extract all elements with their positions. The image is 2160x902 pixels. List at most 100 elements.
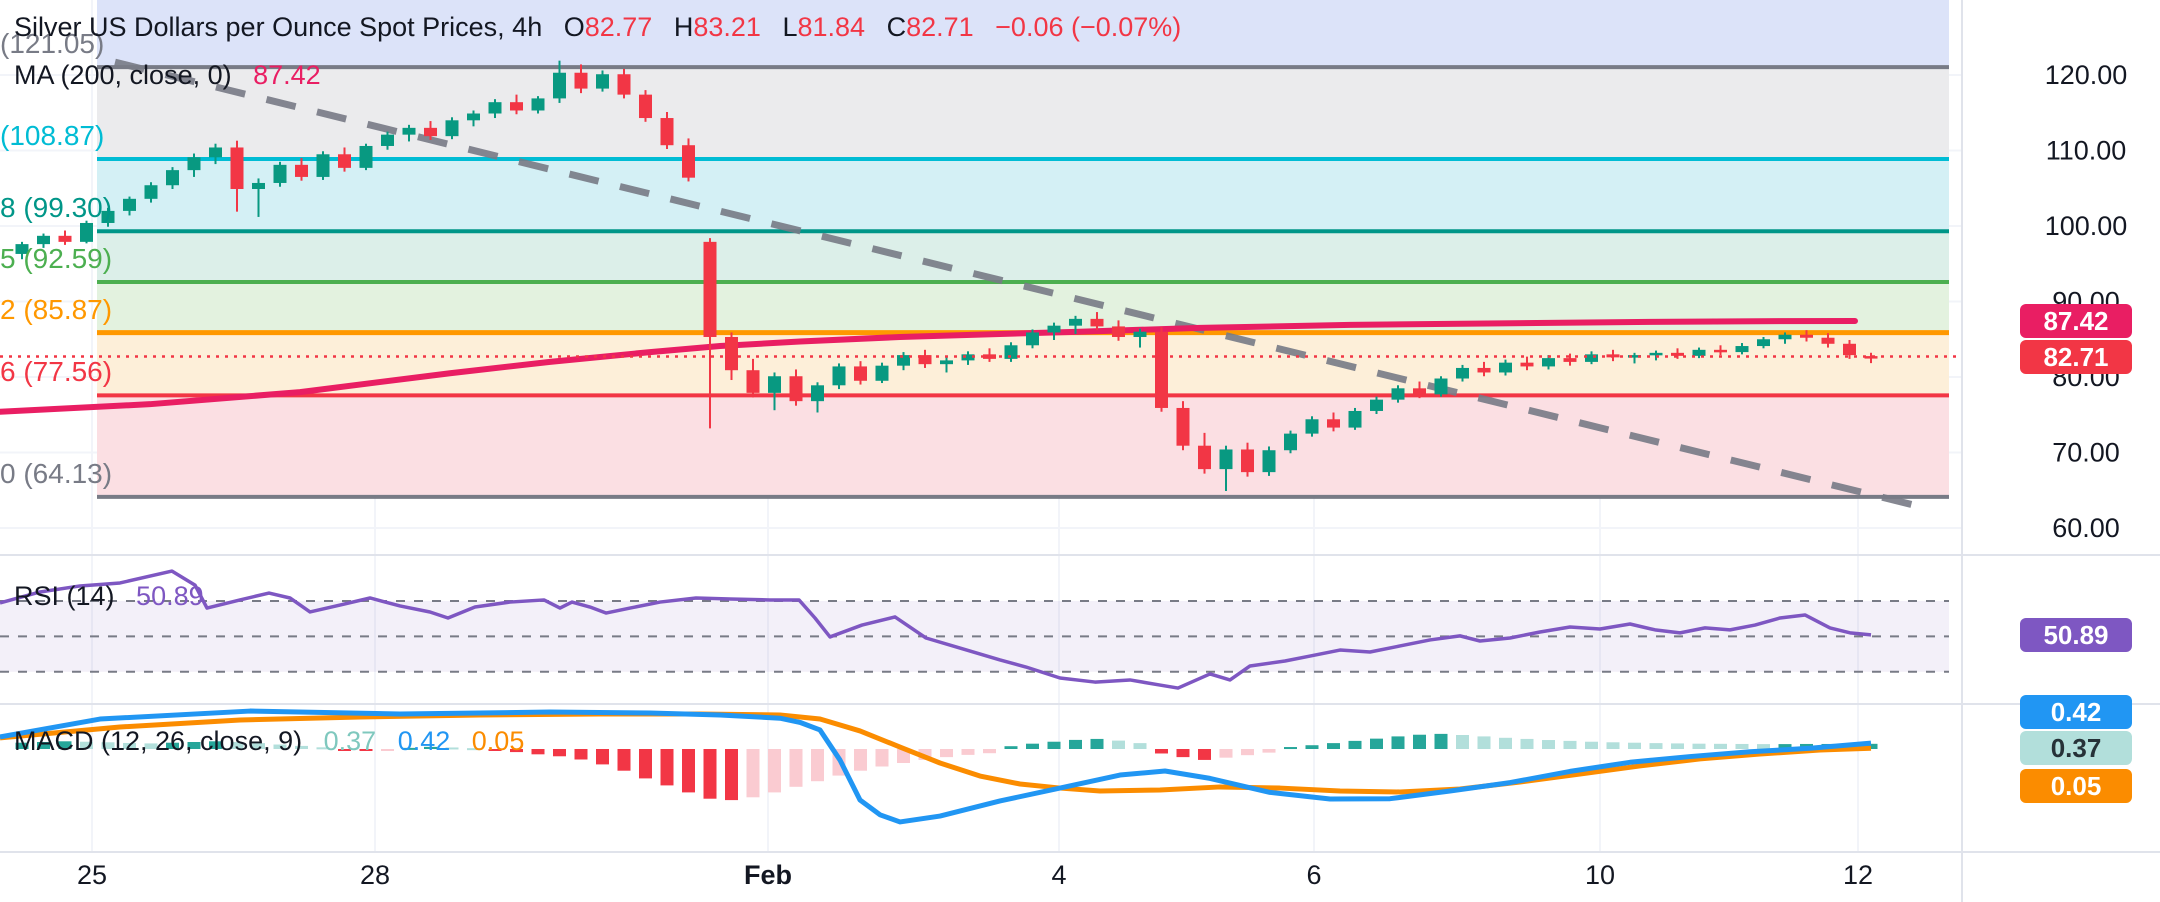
macd-hist-bar — [1241, 749, 1254, 756]
macd-hist-bar — [1348, 740, 1362, 749]
macd-hist-bar — [166, 742, 179, 749]
price-tick-label: 120.00 — [2045, 60, 2128, 90]
macd-hist-bar — [660, 749, 674, 786]
macd-hist-bar — [1413, 734, 1426, 749]
low-value: 81.84 — [797, 12, 866, 42]
macd-hist-bar — [1456, 735, 1469, 749]
macd-hist-bar — [617, 749, 631, 771]
fib-level-label: 6 (77.56) — [0, 356, 113, 388]
price-tick-label: 60.00 — [2052, 513, 2120, 543]
candle — [316, 154, 330, 177]
symbol-title: Silver US Dollars per Ounce Spot Prices,… — [14, 12, 543, 42]
candle — [660, 118, 674, 146]
macd-hist-bar — [1864, 743, 1878, 749]
candle — [789, 376, 803, 402]
candle — [596, 74, 609, 89]
macd-hist-bar — [811, 749, 824, 782]
candle — [1305, 419, 1319, 434]
candle — [918, 355, 932, 365]
candle — [553, 72, 566, 99]
fib-level-label: 2 (85.87) — [0, 293, 113, 325]
price-tick-label: 100.00 — [2045, 211, 2128, 241]
candle — [424, 127, 437, 137]
fib-band — [97, 395, 1949, 497]
macd-hist-bar — [1735, 743, 1749, 749]
macd-hist-bar — [467, 748, 480, 751]
macd-hist-bar — [1499, 737, 1512, 749]
rsi-badge: 50.89 — [2020, 617, 2132, 652]
candle — [1585, 354, 1598, 362]
macd-hist-bar — [445, 747, 459, 750]
time-axis[interactable] — [0, 852, 1962, 902]
open-value: 82.77 — [584, 12, 653, 42]
rsi-value: 50.89 — [136, 581, 204, 611]
time-axis-label: 10 — [1585, 860, 1615, 890]
macd-hist-bar — [940, 749, 953, 758]
candle — [1176, 407, 1190, 446]
price-tick-label: 110.00 — [2046, 136, 2127, 166]
time-axis-label: 28 — [360, 860, 390, 890]
macd-hist-bar — [1585, 741, 1598, 749]
macd-hist-bar — [488, 749, 502, 751]
ma-legend[interactable]: MA (200, close, 0) 87.42 — [14, 60, 321, 91]
macd-legend[interactable]: MACD (12, 26, close, 9) 0.37 0.42 0.05 — [14, 726, 524, 757]
macd-hist-bar — [983, 749, 996, 754]
candle — [1155, 331, 1168, 408]
candle — [1026, 332, 1039, 346]
macd-hist-bar — [424, 746, 437, 749]
fib-band — [97, 332, 1949, 396]
candle — [209, 147, 222, 158]
candle — [58, 235, 72, 242]
candle — [1004, 345, 1018, 359]
macd-hist-bar — [359, 749, 373, 751]
candle — [1628, 355, 1641, 358]
candle — [80, 222, 93, 242]
macd-hist-bar — [531, 749, 545, 755]
price-axis[interactable] — [1962, 0, 2160, 902]
candle — [1800, 334, 1813, 338]
macd-hist-bar — [381, 749, 394, 751]
macd-hist-bar — [1563, 740, 1577, 749]
high-label: H — [673, 12, 694, 42]
candle — [746, 370, 760, 393]
candle — [1327, 419, 1340, 428]
macd-hist-bar — [510, 749, 523, 753]
fib-level-label: 8 (99.30) — [0, 192, 113, 224]
ma-label: MA (200, close, 0) — [14, 60, 232, 90]
close-label: C — [886, 12, 907, 42]
candle — [639, 94, 652, 119]
candle — [187, 157, 201, 171]
time-axis-label: Feb — [744, 860, 792, 890]
price-tick-label: 70.00 — [2052, 438, 2120, 468]
candle — [101, 210, 115, 223]
time-axis-label: 4 — [1051, 860, 1066, 890]
candle — [15, 244, 29, 254]
candle — [1198, 445, 1211, 470]
macd-hist-value: 0.37 — [323, 726, 377, 756]
macd-hist-bar — [961, 749, 975, 755]
macd-badge: 0.42 — [2020, 695, 2132, 729]
symbol-legend[interactable]: Silver US Dollars per Ounce Spot Prices,… — [14, 12, 1181, 43]
rsi-legend[interactable]: RSI (14) 50.89 — [14, 581, 204, 612]
low-label: L — [782, 12, 798, 42]
rsi-label: RSI (14) — [14, 581, 115, 611]
macd-hist-bar — [1628, 742, 1641, 749]
macd-hist-bar — [897, 749, 910, 763]
macd-hist-bar — [875, 749, 889, 767]
candle — [1262, 450, 1276, 473]
macd-hist-bar — [338, 749, 351, 751]
macd-hist-bar — [553, 749, 566, 757]
candle — [1133, 331, 1147, 337]
macd-hist-bar — [596, 749, 609, 765]
candle — [1843, 343, 1856, 356]
candle — [1499, 362, 1512, 373]
macd-hist-bar — [37, 742, 50, 749]
candle — [273, 164, 287, 183]
fib-level-label: (121.05) — [0, 28, 105, 60]
macd-hist-bar — [230, 742, 244, 749]
macd-hist-bar — [187, 742, 201, 749]
macd-hist-bar — [768, 749, 781, 793]
candle — [1370, 399, 1383, 411]
